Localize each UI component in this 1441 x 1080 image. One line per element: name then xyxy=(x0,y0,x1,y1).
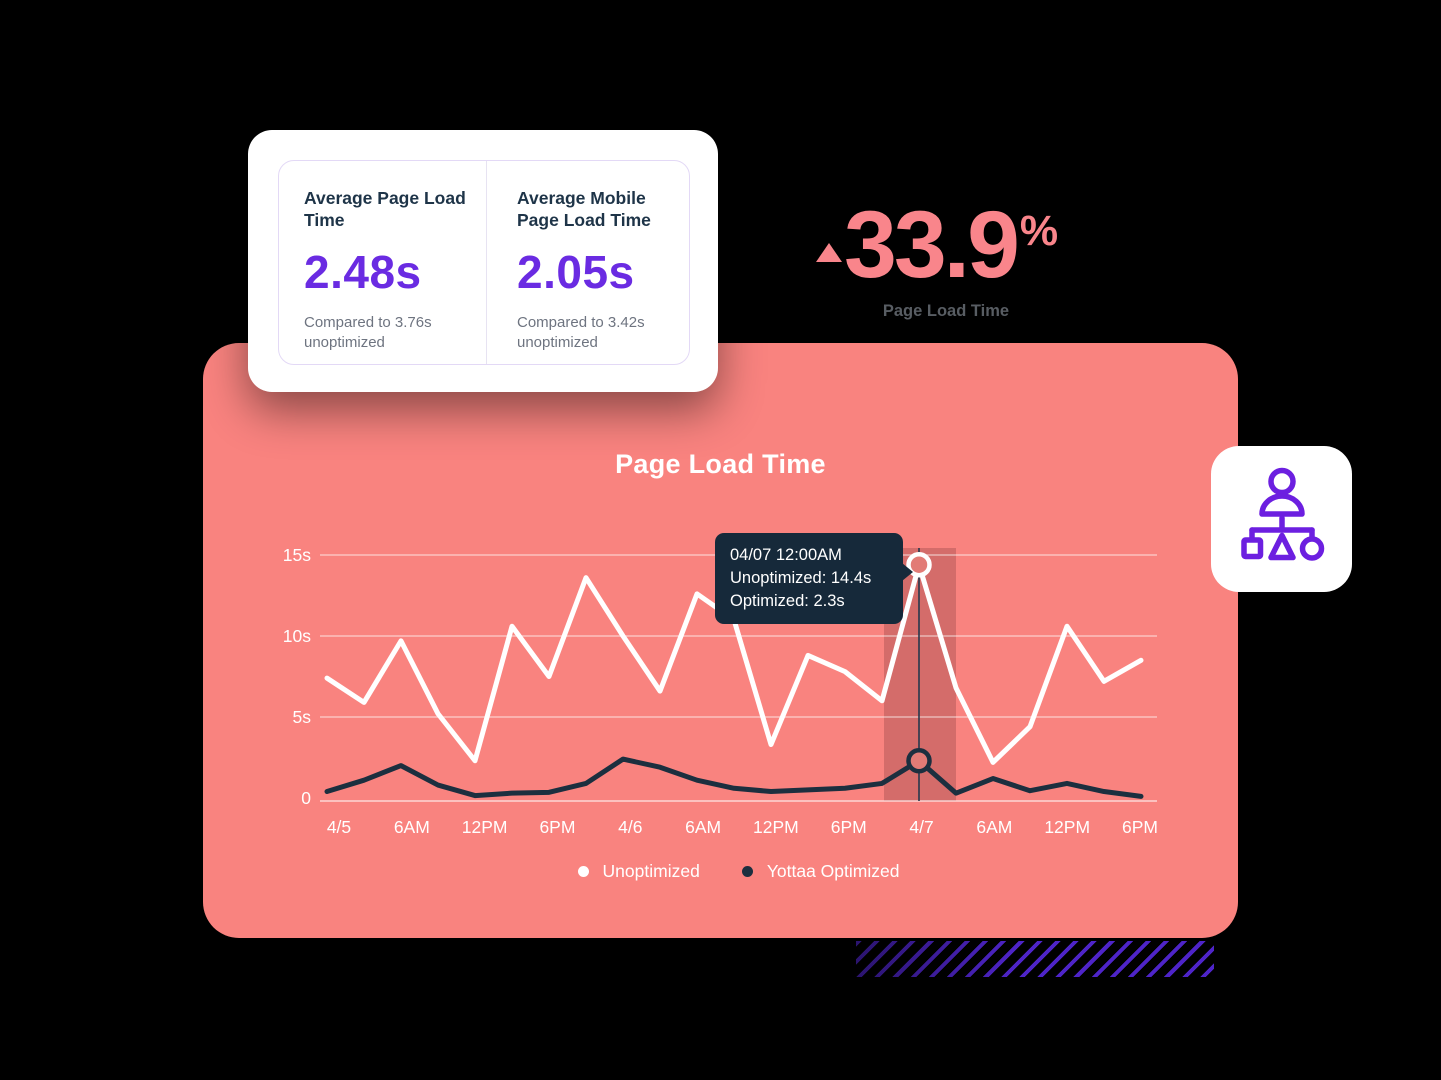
legend-item-yottaa-optimized[interactable]: Yottaa Optimized xyxy=(741,861,900,882)
y-axis-label: 0 xyxy=(301,788,311,808)
tooltip-line-unoptimized: Unoptimized: 14.4s xyxy=(730,568,872,587)
x-axis-label: 4/6 xyxy=(618,817,642,837)
metric-avg-mobile-page-load: Average Mobile Page Load Time 2.05s Comp… xyxy=(486,161,699,364)
improvement-label: Page Load Time xyxy=(882,302,1010,320)
chart-legend: Unoptimized Yottaa Optimized xyxy=(320,861,1157,882)
chart-tooltip: 04/07 12:00AM Unoptimized: 14.4s Optimiz… xyxy=(715,533,913,625)
highlight-marker-yottaa-optimized[interactable] xyxy=(906,747,932,774)
legend-label: Yottaa Optimized xyxy=(766,861,900,881)
metric-value: 2.48s xyxy=(304,245,422,298)
x-axis-label: 6AM xyxy=(685,817,721,837)
legend-item-unoptimized[interactable]: Unoptimized xyxy=(577,861,700,882)
legend-dot xyxy=(741,866,753,877)
metric-value: 2.05s xyxy=(517,245,635,298)
legend-dot xyxy=(577,866,589,877)
metric-title: Average Page Load Time xyxy=(304,188,466,231)
percent-sign: % xyxy=(1019,207,1059,255)
chart-card: 15s 10s 5s 0 4/5 6AM 12PM 6PM 4/6 6AM 12PM 6PM 4/7 6A… xyxy=(203,343,1238,938)
x-axis-label: 12PM xyxy=(753,817,799,837)
x-axis-label: 6AM xyxy=(976,817,1012,837)
chart-svg[interactable]: 15s 10s 5s 0 4/5 6AM 12PM 6PM 4/6 6AM 12PM 6PM 4/7 6A… xyxy=(203,343,1238,938)
improvement-stat: 33.9 % Page Load Time xyxy=(816,198,1096,328)
x-axis-label: 6PM xyxy=(1122,817,1158,837)
up-arrow-icon xyxy=(816,243,842,262)
stats-card: Average Page Load Time 2.48s Compared to… xyxy=(248,130,718,392)
metric-avg-page-load: Average Page Load Time 2.48s Compared to… xyxy=(279,161,486,364)
x-axis-label: 6AM xyxy=(394,817,430,837)
x-axis-label: 12PM xyxy=(462,817,508,837)
y-axis-label: 10s xyxy=(283,626,311,646)
series-line-yottaa-optimized[interactable] xyxy=(324,756,1144,799)
y-axis-label: 5s xyxy=(293,707,312,727)
tooltip-title: 04/07 12:00AM xyxy=(730,546,842,564)
improvement-row: 33.9 % xyxy=(816,198,1096,293)
tooltip-line-optimized: Optimized: 2.3s xyxy=(730,591,845,610)
y-axis-label: 15s xyxy=(283,545,311,565)
improvement-value: 33.9 xyxy=(844,192,1020,298)
metric-note: Compared to 3.42s unoptimized xyxy=(517,313,645,352)
audience-org-chart-icon xyxy=(1240,467,1324,561)
x-axis-label: 4/7 xyxy=(909,817,933,837)
hatch-decoration xyxy=(856,941,1214,977)
metric-title: Average Mobile Page Load Time xyxy=(517,188,651,231)
x-axis-label: 4/5 xyxy=(327,817,351,837)
x-axis-label: 6PM xyxy=(539,817,575,837)
x-axis-label: 12PM xyxy=(1044,817,1090,837)
stats-inner-panel: Average Page Load Time 2.48s Compared to… xyxy=(278,160,690,365)
metric-note: Compared to 3.76s unoptimized xyxy=(304,313,432,352)
side-card xyxy=(1211,446,1352,592)
x-axis-label: 6PM xyxy=(831,817,867,837)
chart-title: Page Load Time xyxy=(615,449,826,479)
legend-label: Unoptimized xyxy=(602,861,700,881)
